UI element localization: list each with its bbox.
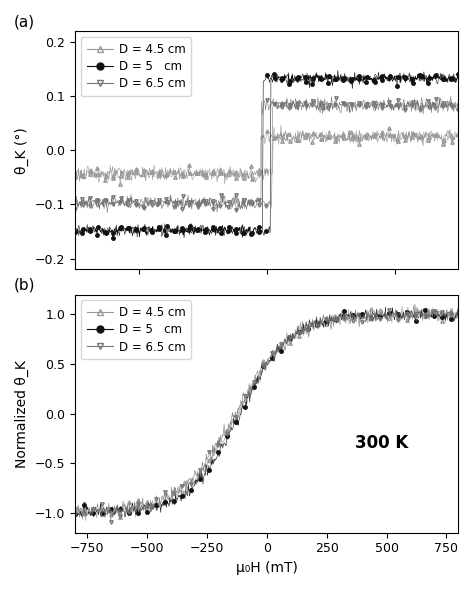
Legend: D = 4.5 cm, D = 5   cm, D = 6.5 cm: D = 4.5 cm, D = 5 cm, D = 6.5 cm (81, 300, 191, 359)
X-axis label: μ₀H (mT): μ₀H (mT) (236, 561, 298, 575)
Text: (b): (b) (14, 278, 35, 293)
Text: (a): (a) (14, 14, 35, 30)
Legend: D = 4.5 cm, D = 5   cm, D = 6.5 cm: D = 4.5 cm, D = 5 cm, D = 6.5 cm (81, 37, 191, 96)
Y-axis label: Normalized θ_K: Normalized θ_K (15, 360, 29, 467)
Text: 300 K: 300 K (356, 434, 409, 453)
Y-axis label: θ_K (°): θ_K (°) (15, 127, 29, 173)
